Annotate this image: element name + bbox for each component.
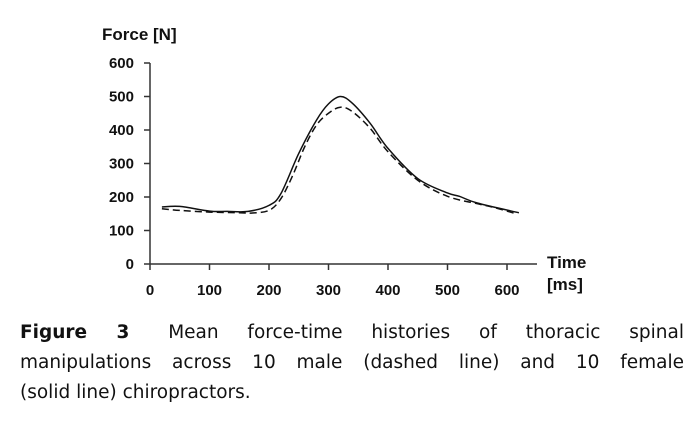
x-tick-label: 300: [316, 282, 341, 299]
x-axis-label-line1: Time: [547, 253, 586, 272]
y-tick-label: 600: [109, 55, 134, 72]
caption-label: Figure 3: [20, 322, 130, 343]
caption-text-1: Mean force-time histories of thoracic sp…: [168, 322, 684, 343]
caption-line-1: Figure 3 Mean force-time histories of th…: [20, 318, 684, 348]
y-tick-label: 0: [126, 256, 134, 273]
x-tick-label: 100: [197, 282, 222, 299]
y-tick-label: 400: [109, 122, 134, 139]
y-axis-label: Force [N]: [102, 25, 177, 44]
y-tick-label: 500: [109, 89, 134, 106]
x-tick-label: 0: [146, 282, 154, 299]
x-tick-label: 200: [256, 282, 281, 299]
y-tick-label: 100: [109, 223, 134, 240]
x-tick-label: 400: [375, 282, 400, 299]
force-time-chart: Force [N] 0 100 200 300 400 500 600 0 100 200 300…: [102, 25, 586, 299]
series-line-male-dashed: [161, 106, 517, 215]
figure-caption: Figure 3 Mean force-time histories of th…: [20, 318, 684, 408]
x-tick-label: 500: [435, 282, 460, 299]
y-tick-label: 300: [109, 156, 134, 173]
caption-line-3: (solid line) chiropractors.: [20, 382, 251, 403]
x-axis-label-line2: [ms]: [547, 275, 583, 294]
series-line-female-solid: [161, 95, 520, 214]
caption-line-2: manipulations across 10 male (dashed lin…: [20, 352, 684, 373]
y-tick-label: 200: [109, 189, 134, 206]
x-tick-label: 600: [494, 282, 519, 299]
